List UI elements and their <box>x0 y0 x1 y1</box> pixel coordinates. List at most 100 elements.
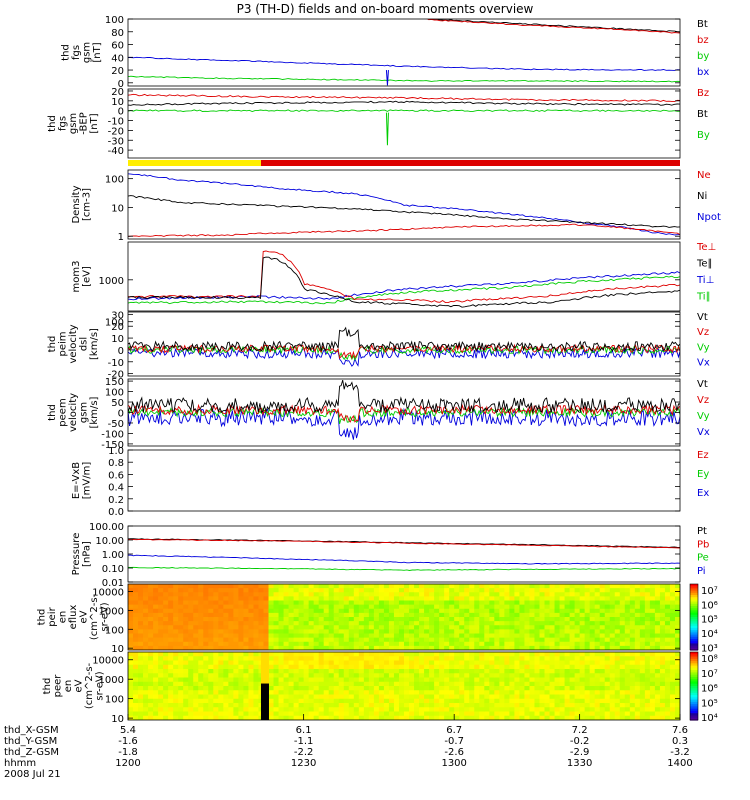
heatmap-cell <box>333 673 340 679</box>
heatmap-cell <box>368 677 375 683</box>
heatmap-cell <box>464 711 470 717</box>
heatmap-cell <box>178 612 184 618</box>
heatmap-cell <box>484 617 490 622</box>
x-tick-value: 1200 <box>115 758 140 769</box>
heatmap-cell <box>654 633 661 639</box>
heatmap-cell <box>589 698 596 704</box>
heatmap-cell <box>404 621 410 626</box>
colorbar-cell <box>690 663 698 667</box>
heatmap-cell <box>669 625 676 630</box>
heatmap-cell <box>218 686 224 691</box>
heatmap-cell <box>564 660 571 666</box>
colorbar-cell <box>690 601 698 605</box>
heatmap-cell <box>198 673 204 679</box>
heatmap-cell <box>343 711 350 717</box>
heatmap-cell <box>338 604 345 610</box>
heatmap-cell <box>398 625 405 630</box>
heatmap-cell <box>424 596 430 602</box>
heatmap-cell <box>228 612 234 618</box>
heatmap-cell <box>303 633 310 639</box>
heatmap-cell <box>313 698 320 704</box>
heatmap-cell <box>504 690 510 696</box>
heatmap-cell <box>459 588 465 593</box>
heatmap-cell <box>529 637 536 643</box>
heatmap-cell <box>559 592 566 597</box>
heatmap-cell <box>288 612 295 618</box>
heatmap-cell <box>594 641 601 647</box>
heatmap-cell <box>669 707 676 713</box>
heatmap-cell <box>599 608 606 614</box>
heatmap-cell <box>153 608 159 614</box>
heatmap-cell <box>574 608 581 614</box>
heatmap-cell <box>298 715 305 720</box>
heatmap-cell <box>534 621 541 626</box>
heatmap-cell <box>258 641 265 647</box>
series-bx <box>128 56 680 71</box>
heatmap-cell <box>188 604 194 610</box>
heatmap-cell <box>549 633 556 639</box>
heatmap-cell <box>559 621 566 626</box>
heatmap-cell <box>238 656 245 662</box>
heatmap-cell <box>514 690 521 696</box>
heatmap-cell <box>148 664 154 670</box>
heatmap-cell <box>268 703 275 708</box>
colorbar-cell <box>690 614 698 618</box>
heatmap-cell <box>278 673 285 679</box>
heatmap-cell <box>414 673 420 679</box>
heatmap-cell <box>524 608 531 614</box>
heatmap-cell <box>659 625 666 630</box>
heatmap-cell <box>288 673 295 679</box>
heatmap-cell <box>293 656 300 662</box>
heatmap-cell <box>313 637 320 643</box>
heatmap-cell <box>228 652 234 657</box>
heatmap-cell <box>283 592 290 597</box>
heatmap-cell <box>454 608 460 614</box>
heatmap-cell <box>504 715 510 720</box>
heatmap-cell <box>333 596 340 602</box>
heatmap-cell <box>639 694 646 700</box>
heatmap-cell <box>313 645 320 650</box>
heatmap-cell <box>484 656 490 662</box>
heatmap-cell <box>414 629 420 635</box>
heatmap-cell <box>504 645 510 650</box>
colorbar-label: 10⁷ <box>701 586 718 597</box>
y-axis-label: mom3 <box>71 261 82 293</box>
heatmap-cell <box>489 641 495 647</box>
heatmap-cell <box>414 608 420 614</box>
heatmap-cell <box>559 588 566 593</box>
heatmap-cell <box>353 694 360 700</box>
heatmap-cell <box>148 715 154 720</box>
heatmap-cell <box>459 707 465 713</box>
heatmap-cell <box>358 629 365 635</box>
heatmap-cell <box>489 604 495 610</box>
heatmap-cell <box>524 596 531 602</box>
heatmap-cell <box>624 656 631 662</box>
heatmap-cell <box>549 703 556 708</box>
heatmap-cell <box>454 584 460 589</box>
heatmap-cell <box>659 612 666 618</box>
heatmap-cell <box>419 698 425 704</box>
heatmap-cell <box>489 645 495 650</box>
heatmap-cell <box>519 664 526 670</box>
heatmap-cell <box>569 584 576 589</box>
heatmap-cell <box>293 588 300 593</box>
heatmap-cell <box>559 600 566 606</box>
heatmap-cell <box>138 656 144 662</box>
heatmap-cell <box>373 645 380 650</box>
heatmap-cell <box>549 629 556 635</box>
heatmap-cell <box>579 637 586 643</box>
heatmap-cell <box>644 715 651 720</box>
heatmap-cell <box>273 617 280 622</box>
heatmap-cell <box>519 633 526 639</box>
heatmap-cell <box>218 656 224 662</box>
heatmap-cell <box>474 633 480 639</box>
series-Te∥ <box>128 256 680 308</box>
heatmap-cell <box>378 629 385 635</box>
heatmap-cell <box>474 677 480 683</box>
heatmap-cell <box>634 604 641 610</box>
heatmap-cell <box>143 664 149 670</box>
heatmap-cell <box>358 617 365 622</box>
heatmap-cell <box>193 656 199 662</box>
heatmap-cell <box>454 625 460 630</box>
heatmap-cell <box>223 669 229 674</box>
